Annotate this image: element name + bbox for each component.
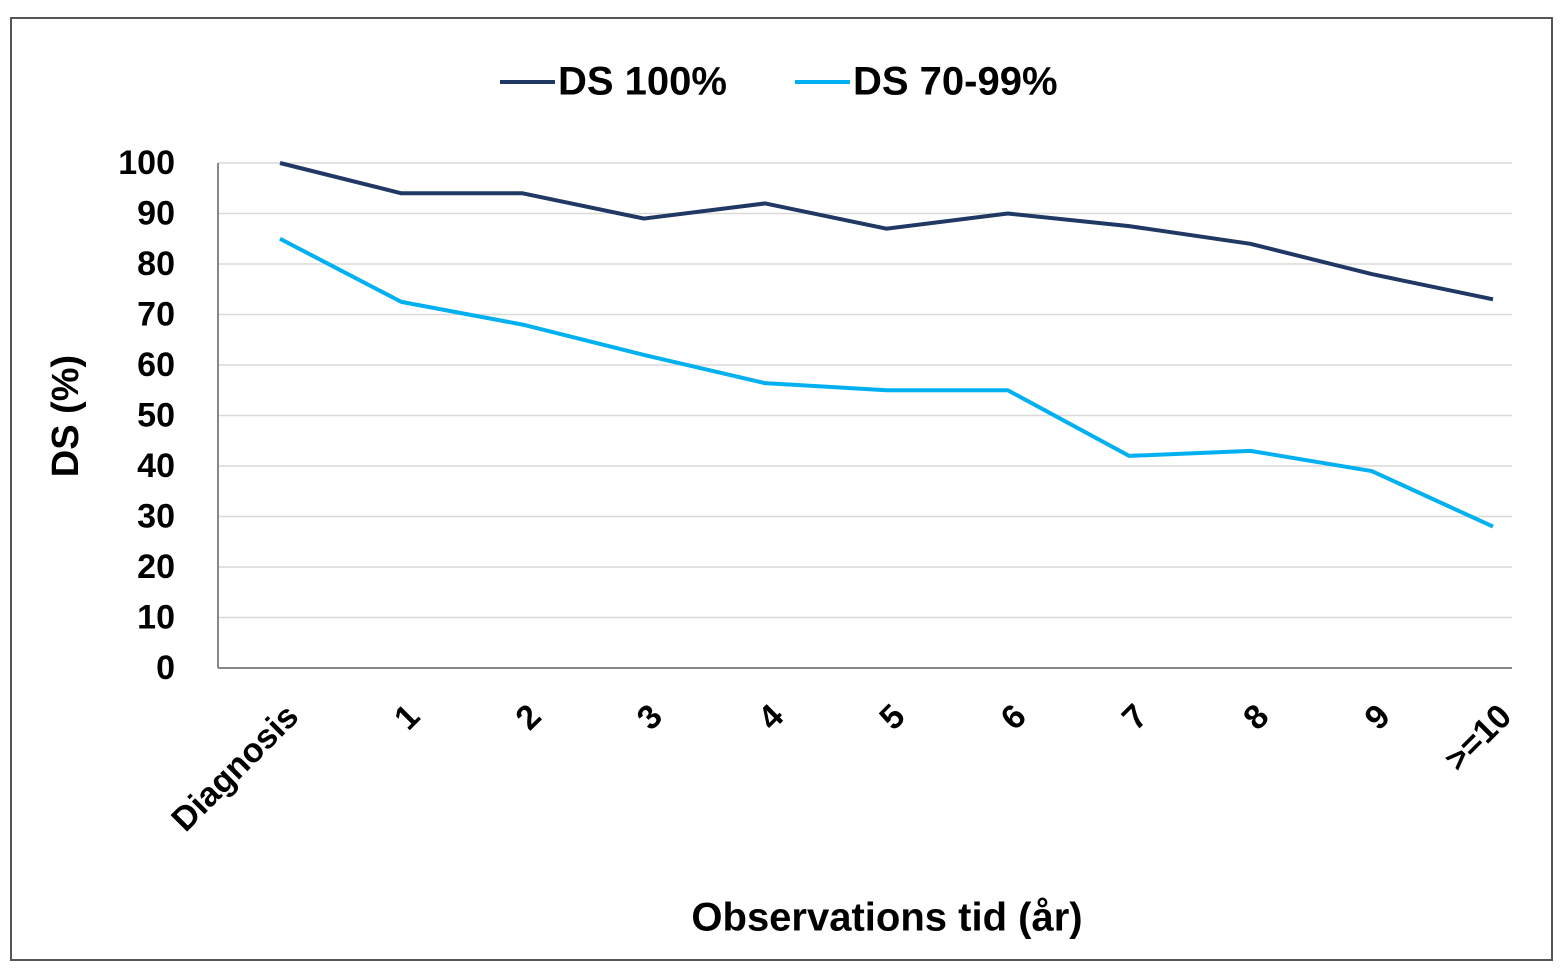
y-tick-label: 60	[137, 346, 175, 384]
y-tick-label: 20	[137, 548, 175, 586]
y-tick-label: 90	[137, 194, 175, 232]
y-tick-label: 50	[137, 396, 175, 434]
y-tick-label: 10	[137, 598, 175, 636]
chart-frame	[10, 17, 1553, 961]
y-tick-label: 30	[137, 497, 175, 535]
legend-label: DS 100%	[558, 60, 727, 104]
y-tick-label: 100	[118, 144, 175, 182]
y-tick-label: 0	[156, 649, 175, 687]
y-tick-label: 40	[137, 447, 175, 485]
legend: DS 100% DS 70-99%	[500, 60, 1058, 104]
line-series	[279, 161, 1494, 302]
y-tick-label: 70	[137, 295, 175, 333]
x-axis-label: Observations tid (år)	[691, 896, 1082, 940]
y-tick-label: 80	[137, 245, 175, 283]
y-axis-label: DS (%)	[45, 355, 87, 477]
line-series	[279, 236, 1494, 529]
legend-label: DS 70-99%	[853, 60, 1058, 104]
